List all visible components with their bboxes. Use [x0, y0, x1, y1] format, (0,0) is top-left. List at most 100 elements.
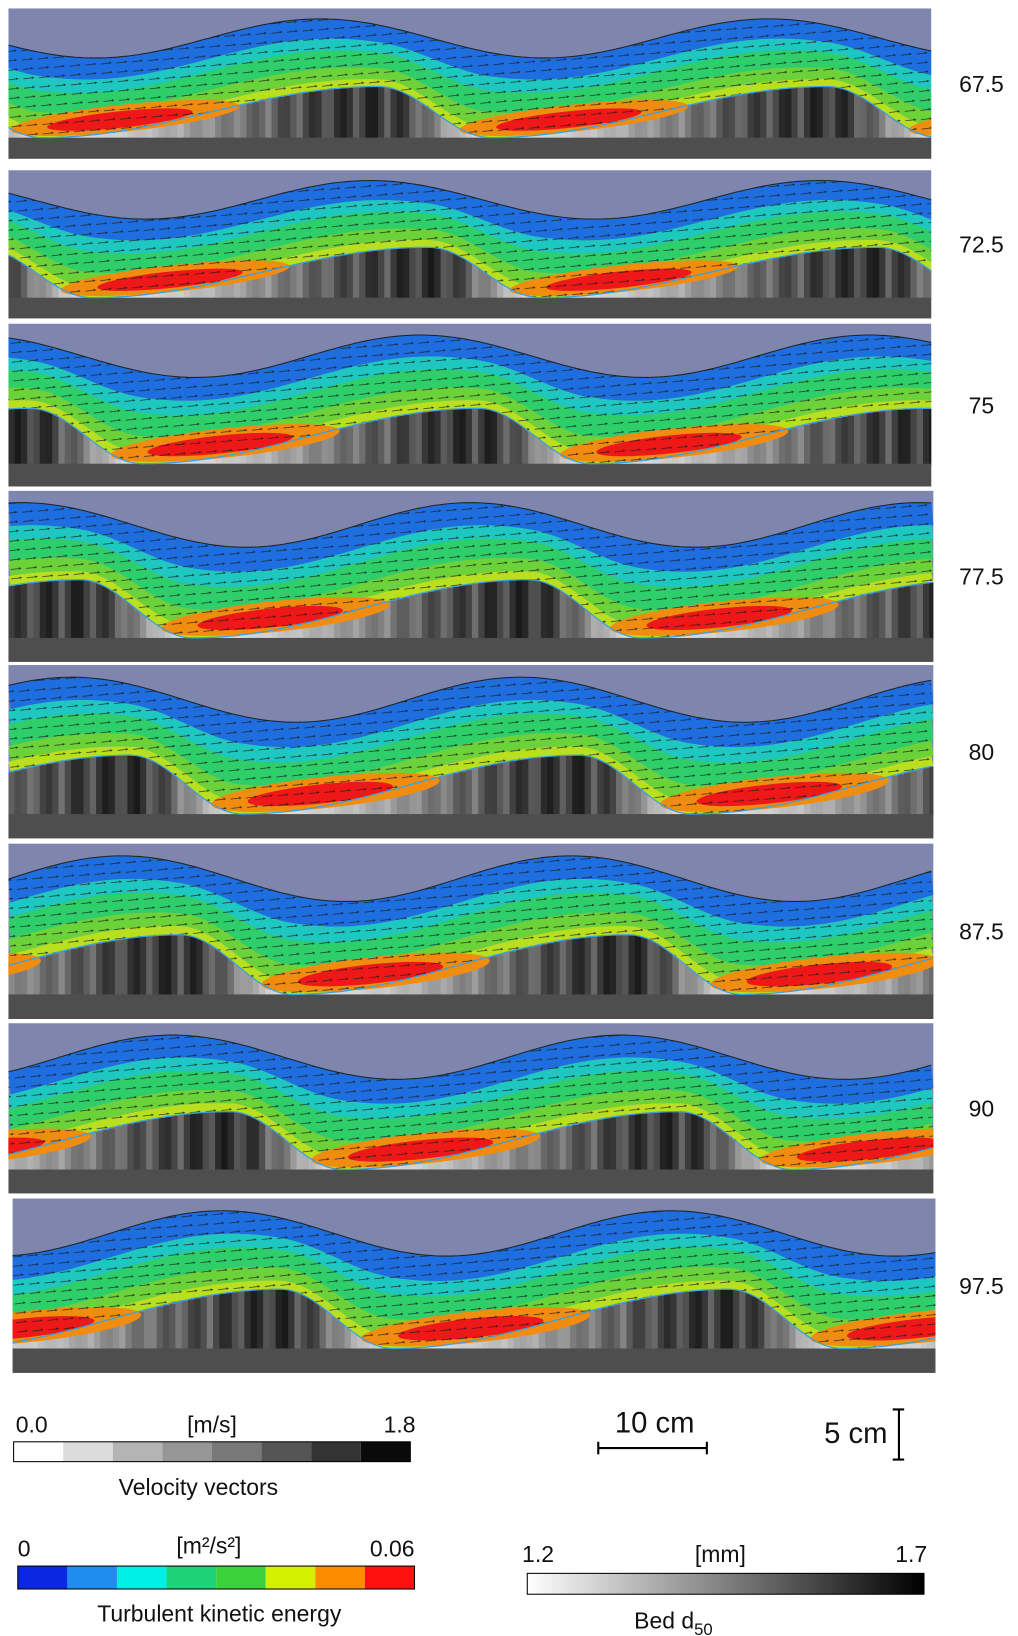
- bed-strip: [879, 591, 886, 641]
- bed-strip: [791, 254, 799, 300]
- bed-strip: [616, 935, 623, 997]
- bed-strip: [12, 1342, 20, 1351]
- bed-strip: [559, 1127, 567, 1172]
- panel-body: [8, 8, 932, 159]
- bed-strip: [753, 92, 761, 140]
- bed-strip: [45, 1144, 53, 1172]
- bed-strip: [233, 1111, 241, 1172]
- bed-strip: [783, 1316, 790, 1351]
- bed-strip: [39, 1146, 47, 1172]
- bed-strip: [428, 973, 435, 997]
- bed-strip: [469, 1341, 477, 1351]
- bed-strip: [377, 604, 385, 641]
- bed-strip: [528, 579, 536, 641]
- bed-strip: [841, 982, 849, 997]
- bed-strip: [572, 1124, 579, 1172]
- bed-strip: [638, 1299, 646, 1351]
- bed-strip: [471, 408, 479, 466]
- bed-strip: [108, 132, 116, 140]
- bed-strip: [540, 134, 548, 140]
- bed-strip: [246, 1114, 254, 1172]
- bed-strip: [296, 625, 304, 641]
- scale-bar-vertical: 5 cm: [824, 1408, 905, 1461]
- bed-strip: [816, 251, 824, 300]
- bed-strip: [321, 90, 329, 140]
- bed-strip: [707, 1289, 715, 1351]
- bed-strip: [709, 1121, 717, 1172]
- bed-strip: [58, 1141, 66, 1172]
- bed-strip: [371, 421, 379, 466]
- bed-strip: [215, 457, 222, 466]
- bed-strip: [534, 945, 542, 997]
- bed-strip: [522, 948, 529, 997]
- bed-strip: [96, 943, 103, 997]
- bed-strip: [751, 1294, 759, 1351]
- legend-unit: [m²/s²]: [176, 1533, 241, 1559]
- bed-strip: [716, 446, 724, 466]
- bed-strip: [296, 93, 304, 140]
- bed-strip: [559, 940, 567, 997]
- bed-strip: [885, 971, 893, 997]
- bed-strip: [803, 87, 811, 140]
- bed-strip: [302, 92, 310, 140]
- bed-strip: [503, 414, 511, 466]
- bed-strip: [290, 1143, 298, 1172]
- bed-strip: [488, 1337, 496, 1351]
- bed-strip: [678, 1111, 686, 1172]
- bed-strip: [854, 247, 861, 300]
- bed-strip: [139, 1121, 147, 1172]
- bed-strip: [547, 756, 554, 817]
- bed-strip: [246, 972, 254, 997]
- bed-strip: [553, 586, 561, 641]
- bed-strip: [584, 755, 592, 817]
- bed-strip: [83, 434, 91, 466]
- bed-strip: [187, 1299, 195, 1351]
- bed-strip: [33, 582, 41, 641]
- bed-strip: [476, 1339, 483, 1351]
- bed-strip: [895, 1344, 903, 1351]
- bed-strip: [772, 432, 780, 466]
- bed-strip: [590, 294, 598, 300]
- bed-strip: [879, 1160, 886, 1172]
- bed-strip: [396, 599, 404, 641]
- bed-strip: [741, 440, 749, 466]
- bed-strip: [797, 612, 805, 641]
- bed-strip: [39, 765, 47, 817]
- bed-strip: [64, 580, 72, 641]
- bed-strip: [396, 1165, 404, 1172]
- bed-strip: [766, 434, 774, 466]
- bed-strip: [446, 409, 454, 466]
- bed-strip: [764, 1302, 772, 1351]
- bed-strip: [102, 448, 110, 466]
- bed-strip: [503, 284, 511, 300]
- bed-strip: [20, 769, 28, 817]
- bed-strip: [563, 1318, 571, 1351]
- bed-strip: [666, 949, 673, 997]
- bed-strip: [39, 275, 47, 300]
- bed-strip: [684, 105, 692, 140]
- bed-strip: [119, 1316, 126, 1351]
- bed-strip: [131, 1313, 139, 1351]
- bed-strip: [25, 1340, 32, 1351]
- bed-strip: [377, 250, 385, 300]
- bed-strip: [371, 986, 379, 997]
- bed-strip: [309, 1157, 316, 1172]
- bed-strip: [284, 442, 291, 466]
- bed-strip: [89, 439, 97, 466]
- bed-strip: [716, 631, 724, 641]
- bed-strip: [603, 293, 611, 300]
- bed-strip: [309, 808, 316, 817]
- bed-strip: [233, 278, 241, 300]
- bed-strip: [221, 109, 229, 140]
- bed-strip: [841, 789, 849, 817]
- bed-strip: [127, 1123, 135, 1172]
- panel-body: [12, 1198, 936, 1373]
- colorbar: [17, 1565, 416, 1590]
- bed-strip: [465, 259, 473, 300]
- bed-strip: [127, 938, 135, 997]
- bed-strip: [522, 426, 529, 466]
- bed-strip: [252, 450, 260, 466]
- bed-strip: [891, 969, 899, 997]
- bed-strip: [58, 287, 66, 300]
- bed-strip: [891, 588, 899, 641]
